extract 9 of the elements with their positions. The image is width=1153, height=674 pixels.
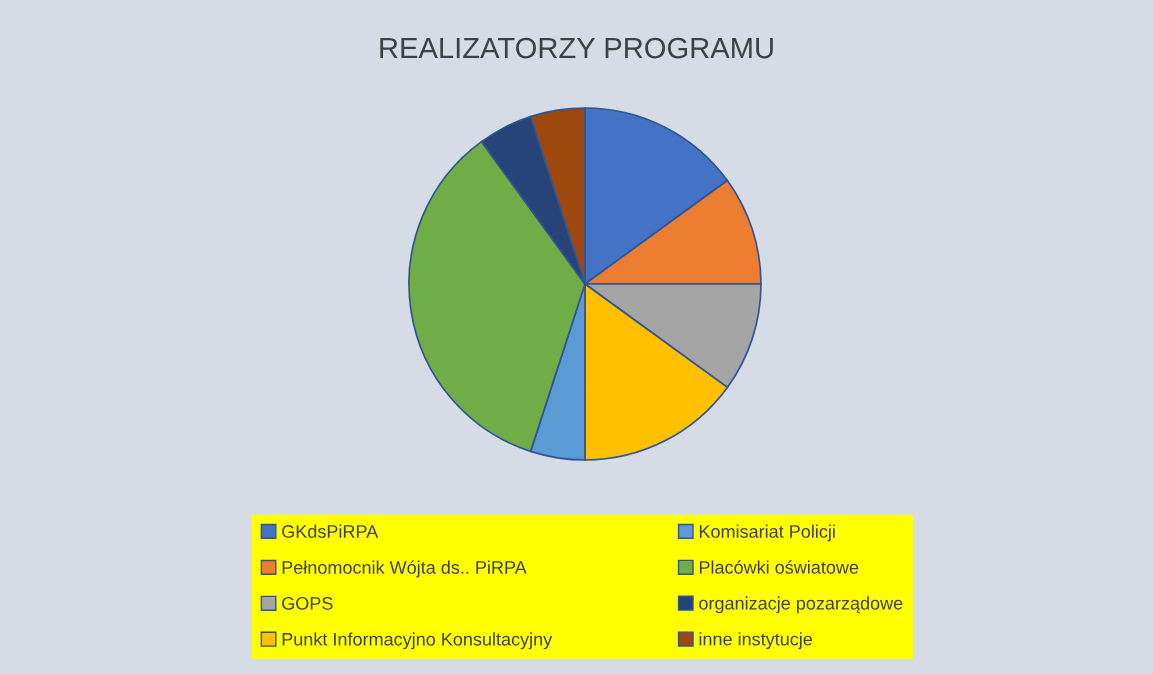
legend-label: Punkt Informacyjno Konsultacyjny — [282, 632, 553, 650]
legend-label: organizacje pozarządowe — [699, 596, 903, 614]
legend-label: Placówki oświatowe — [699, 560, 859, 574]
legend-label: Komisariat Policji — [699, 524, 835, 542]
legend-label: GKdsPiRPA — [282, 524, 379, 538]
chart-title: REALIZATORZY PROGRAMU — [380, 37, 773, 59]
legend-label: Pełnomocnik Wójta ds.. PiRPA — [282, 560, 527, 578]
legend-label: inne instytucje — [699, 632, 813, 650]
legend-label: GOPS — [282, 596, 333, 610]
